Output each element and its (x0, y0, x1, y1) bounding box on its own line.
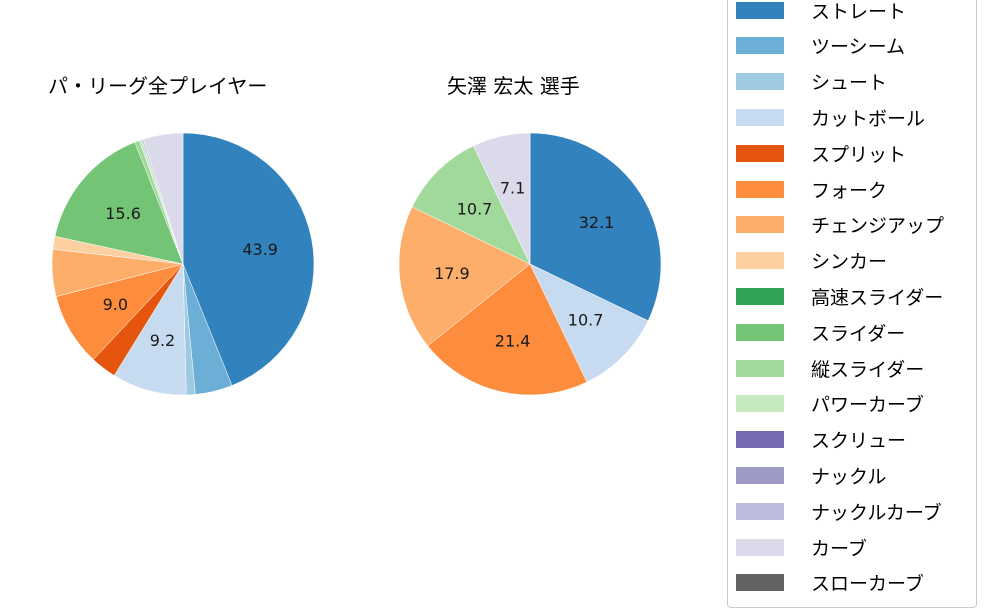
legend-item: スプリット (736, 142, 907, 166)
legend-swatch (736, 502, 784, 520)
legend-swatch (736, 144, 784, 162)
legend-label: 縦スライダー (811, 358, 925, 381)
legend-label: カットボール (811, 107, 926, 130)
legend-swatch (736, 73, 784, 91)
slice-value-label: 15.6 (105, 204, 141, 223)
legend-label: パワーカーブ (811, 394, 924, 417)
legend-label: シュート (811, 72, 888, 95)
legend-item: スローカーブ (736, 572, 924, 596)
legend-item: カーブ (736, 536, 867, 560)
legend-label: ツーシーム (811, 36, 906, 59)
legend-item: カットボール (736, 106, 926, 130)
slice-value-label: 10.7 (568, 311, 604, 330)
legend-label: ストレート (811, 0, 907, 23)
legend-label: カーブ (811, 537, 867, 560)
slice-value-label: 10.7 (457, 199, 493, 218)
legend-swatch (736, 37, 784, 55)
legend-swatch (736, 395, 784, 413)
legend-swatch (736, 252, 784, 270)
pie-slice (427, 263, 588, 396)
legend-label: ナックルカーブ (811, 501, 942, 524)
legend-swatch (736, 323, 784, 341)
legend-label: スライダー (811, 322, 906, 345)
legend-item: 高速スライダー (736, 285, 944, 309)
legend-item: スクリュー (736, 429, 907, 453)
slice-value-label: 7.1 (500, 178, 525, 197)
legend-item: ナックルカーブ (736, 500, 942, 524)
legend-label: ナックル (811, 465, 887, 488)
legend-label: 高速スライダー (811, 286, 944, 309)
slice-value-label: 17.9 (434, 264, 470, 283)
left-pie-title: パ・リーグ全プレイヤー (48, 74, 268, 98)
legend-swatch (736, 359, 784, 377)
pie-slice (411, 145, 531, 265)
legend-item: 縦スライダー (736, 357, 925, 381)
legend-label: スクリュー (811, 430, 907, 453)
legend-swatch (736, 287, 784, 305)
legend-label: シンカー (811, 251, 888, 274)
right-pie-title: 矢澤 宏太 選手 (447, 74, 580, 98)
legend-swatch (736, 538, 784, 556)
pie-slice (529, 132, 662, 322)
legend: ストレートツーシームシュートカットボール スプリットフォークチェンジアップ シンカー… (727, 0, 977, 608)
player-pie-chart: 32.1 10.7 21.4 17.9 10.7 7.1 (398, 132, 662, 396)
legend-label: スローカーブ (811, 573, 924, 596)
legend-label: フォーク (811, 179, 888, 202)
legend-item: ナックル (736, 464, 887, 488)
legend-item: パワーカーブ (736, 393, 924, 417)
slice-value-label: 9.2 (150, 331, 175, 350)
legend-item: シンカー (736, 250, 888, 274)
pie-slice (398, 206, 531, 347)
slice-value-label: 21.4 (495, 332, 531, 351)
slice-value-label: 32.1 (579, 213, 615, 232)
legend-swatch (736, 431, 784, 449)
legend-swatch (736, 216, 784, 234)
legend-swatch (736, 108, 784, 126)
legend-swatch (736, 180, 784, 198)
legend-label: スプリット (811, 143, 907, 166)
legend-item: ツーシーム (736, 35, 906, 59)
pie-slice (142, 132, 184, 265)
pie-slice (473, 132, 531, 265)
pie-slice (182, 132, 315, 386)
legend-swatch (736, 574, 784, 592)
legend-swatch (736, 466, 784, 484)
legend-item: フォーク (736, 178, 888, 202)
league-pie-chart: 43.9 9.2 9.0 15.6 (51, 132, 315, 396)
legend-item: チェンジアップ (736, 214, 945, 238)
legend-item: スライダー (736, 321, 906, 345)
slice-value-label: 9.0 (103, 295, 128, 314)
pie-slice (54, 141, 184, 265)
legend-swatch (736, 1, 784, 19)
legend-item: シュート (736, 71, 888, 95)
legend-item: ストレート (736, 0, 907, 23)
pie-slice (529, 263, 649, 383)
legend-label: チェンジアップ (811, 215, 945, 238)
slice-value-label: 43.9 (242, 240, 278, 259)
